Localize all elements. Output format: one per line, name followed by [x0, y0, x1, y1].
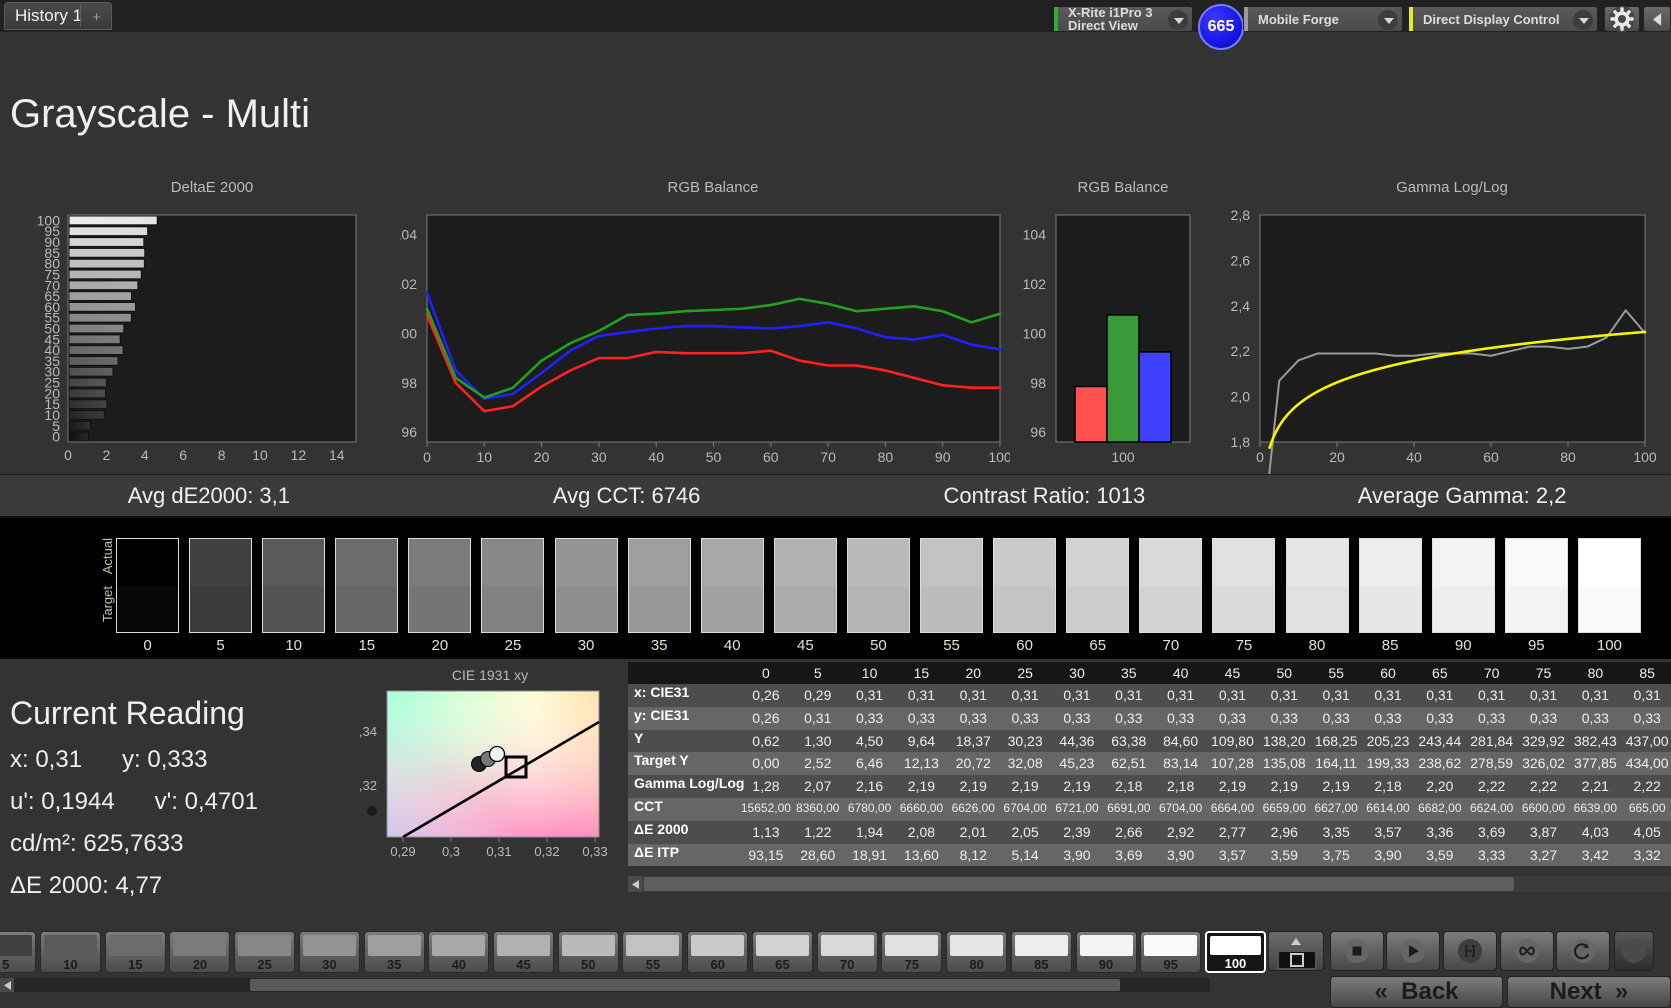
- svg-text:0,33: 0,33: [582, 844, 607, 859]
- svg-text:14: 14: [329, 447, 345, 463]
- svg-text:RGB Balance: RGB Balance: [1078, 180, 1169, 196]
- svg-text:0,29: 0,29: [390, 844, 415, 859]
- svg-text:RGB Balance: RGB Balance: [668, 180, 759, 196]
- svg-text:96: 96: [401, 424, 417, 440]
- svg-text:8: 8: [218, 447, 226, 463]
- svg-text:100: 100: [37, 212, 61, 228]
- svg-text:6: 6: [179, 447, 187, 463]
- svg-text:0: 0: [64, 447, 72, 463]
- svg-text:98: 98: [401, 375, 417, 391]
- svg-text:0,34: 0,34: [360, 724, 377, 739]
- svg-text:1,8: 1,8: [1231, 434, 1251, 450]
- svg-text:100: 100: [988, 449, 1010, 465]
- svg-text:100: 100: [1633, 449, 1657, 465]
- svg-text:0,31: 0,31: [486, 844, 511, 859]
- svg-text:100: 100: [1111, 449, 1135, 465]
- svg-text:0: 0: [423, 449, 431, 465]
- svg-text:0,32: 0,32: [360, 778, 377, 793]
- svg-text:Gamma Log/Log: Gamma Log/Log: [1396, 180, 1508, 196]
- svg-text:2,8: 2,8: [1231, 207, 1251, 223]
- svg-text:40: 40: [1406, 449, 1422, 465]
- svg-text:104: 104: [400, 227, 417, 243]
- svg-text:CIE 1931 xy: CIE 1931 xy: [452, 668, 528, 683]
- svg-text:4: 4: [141, 447, 149, 463]
- svg-text:102: 102: [400, 276, 417, 292]
- svg-text:0,3: 0,3: [442, 844, 460, 859]
- svg-text:80: 80: [1560, 449, 1576, 465]
- svg-text:2,0: 2,0: [1231, 389, 1251, 405]
- svg-text:100: 100: [1023, 325, 1047, 341]
- svg-text:2,2: 2,2: [1231, 343, 1251, 359]
- svg-text:2,4: 2,4: [1231, 298, 1251, 314]
- svg-text:20: 20: [534, 449, 550, 465]
- svg-text:50: 50: [706, 449, 722, 465]
- svg-text:98: 98: [1030, 375, 1046, 391]
- svg-text:80: 80: [878, 449, 894, 465]
- svg-text:60: 60: [763, 449, 779, 465]
- svg-text:60: 60: [1483, 449, 1499, 465]
- svg-text:90: 90: [935, 449, 951, 465]
- svg-text:12: 12: [291, 447, 307, 463]
- svg-text:30: 30: [591, 449, 607, 465]
- svg-text:70: 70: [820, 449, 836, 465]
- svg-text:0: 0: [1256, 449, 1264, 465]
- svg-text:10: 10: [477, 449, 493, 465]
- svg-text:96: 96: [1030, 424, 1046, 440]
- svg-text:102: 102: [1023, 276, 1047, 292]
- svg-text:104: 104: [1023, 227, 1047, 243]
- svg-text:DeltaE 2000: DeltaE 2000: [171, 180, 254, 196]
- svg-text:40: 40: [648, 449, 664, 465]
- svg-text:0,32: 0,32: [534, 844, 559, 859]
- svg-text:2: 2: [103, 447, 111, 463]
- svg-text:10: 10: [252, 447, 268, 463]
- svg-text:20: 20: [1329, 449, 1345, 465]
- svg-text:100: 100: [400, 325, 417, 341]
- svg-text:2,6: 2,6: [1231, 252, 1251, 268]
